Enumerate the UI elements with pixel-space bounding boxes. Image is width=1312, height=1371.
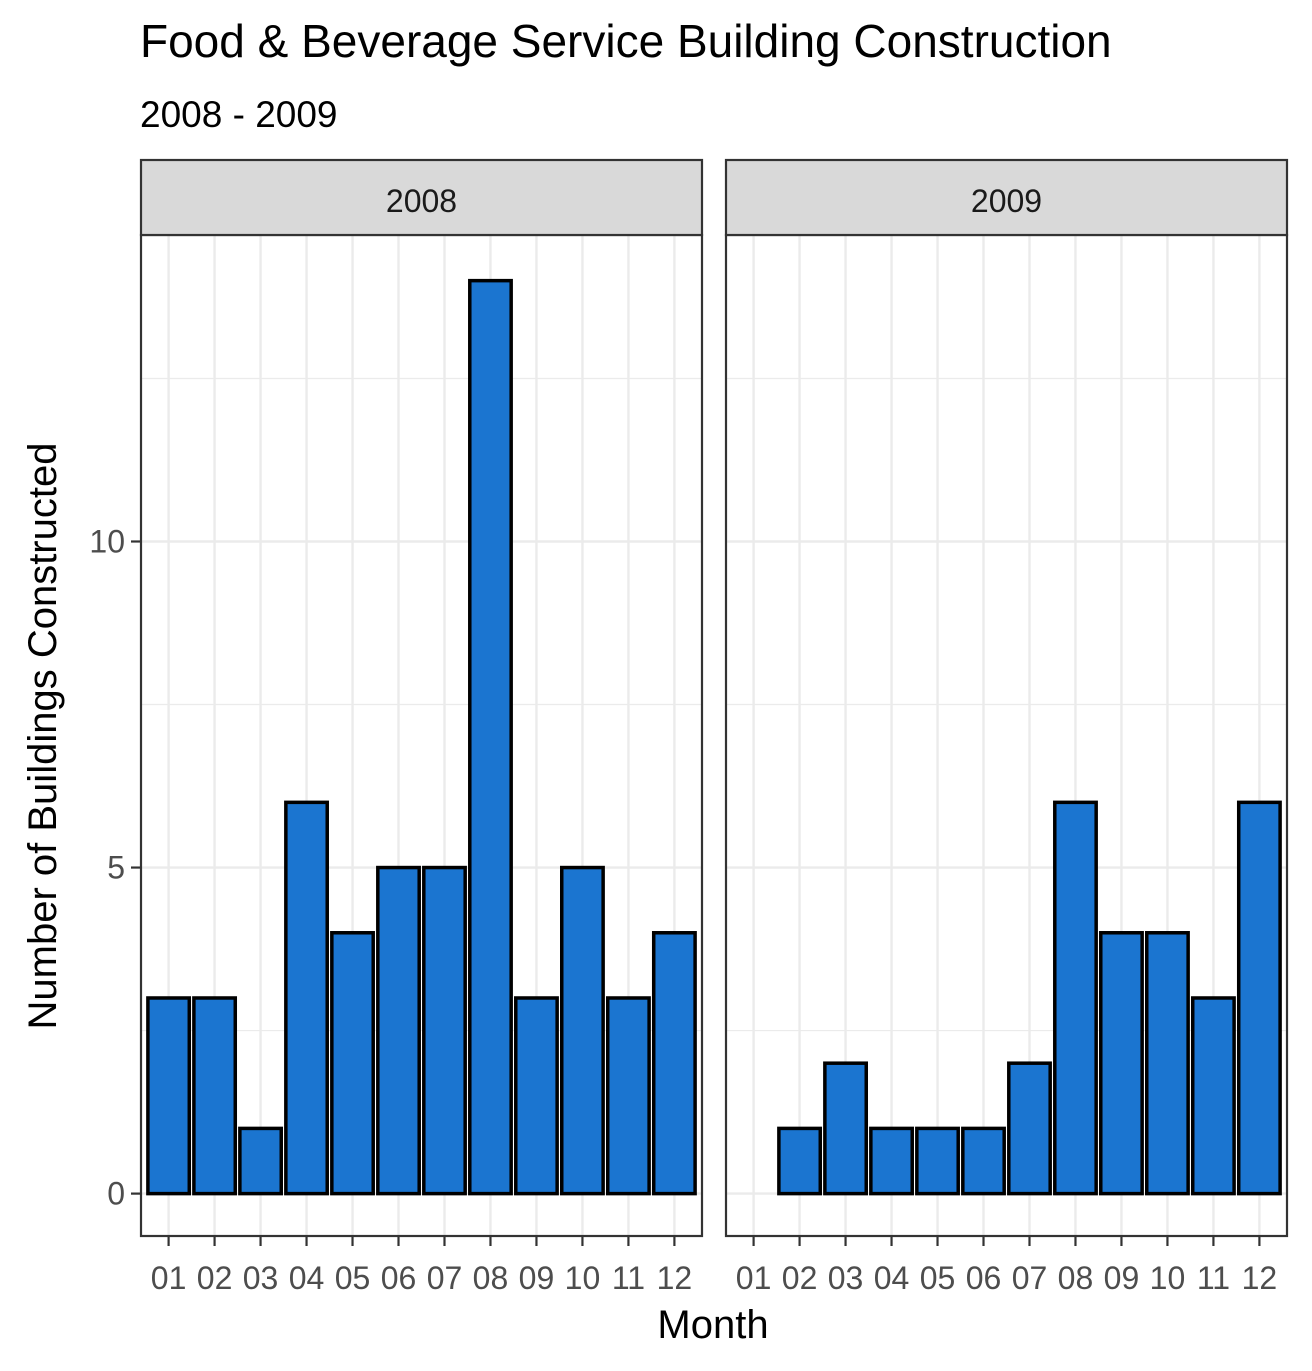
x-tick-label: 09 [519,1260,555,1296]
bar [1099,931,1144,1196]
x-tick-label: 04 [289,1260,325,1296]
bar [146,996,192,1196]
chart-subtitle: 2008 - 2009 [140,94,338,135]
facet-strip-label: 2009 [971,183,1042,219]
facet-strip [139,158,704,237]
bar [514,996,559,1196]
x-tick-label: 08 [1058,1260,1094,1296]
x-tick-label: 04 [874,1260,910,1296]
bar [376,865,421,1196]
bar [1236,800,1282,1196]
bar [422,865,467,1196]
bar [192,996,238,1196]
bar [651,931,697,1196]
x-tick-label: 12 [657,1260,693,1296]
bar [1145,931,1190,1196]
x-tick-label: 02 [782,1260,818,1296]
x-tick-label: 03 [828,1260,864,1296]
bar [1190,996,1236,1196]
facet-strip [724,158,1289,237]
bar [961,1126,1006,1196]
x-tick-label: 07 [427,1260,463,1296]
x-tick-label: 05 [335,1260,371,1296]
bar [869,1126,914,1196]
bar [560,865,605,1196]
x-tick-label: 07 [1012,1260,1048,1296]
bar [330,931,375,1196]
x-tick-label: 10 [1150,1260,1186,1296]
x-tick-label: 12 [1242,1260,1278,1296]
bar [238,1126,284,1196]
bar [1007,1061,1052,1196]
chart-title: Food & Beverage Service Building Constru… [140,15,1112,67]
x-tick-label: 06 [381,1260,417,1296]
x-tick-label: 11 [1197,1260,1230,1296]
x-tick-label: 08 [473,1260,509,1296]
x-axis-label: Month [657,1303,768,1347]
y-axis-label: Number of Buildings Constructed [21,443,65,1030]
bar [823,1061,868,1196]
y-tick-label: 0 [107,1176,125,1212]
bar [1053,800,1098,1196]
x-tick-label: 11 [612,1260,645,1296]
y-tick-label: 10 [89,523,125,559]
x-tick-label: 06 [966,1260,1002,1296]
x-tick-label: 10 [565,1260,601,1296]
x-tick-label: 01 [736,1260,772,1296]
facet-strip-label: 2008 [386,183,457,219]
bar [777,1126,823,1196]
x-tick-label: 02 [197,1260,233,1296]
y-tick-label: 5 [107,850,125,886]
x-tick-label: 05 [920,1260,956,1296]
bar [284,800,329,1196]
bar [915,1126,960,1196]
bar [605,996,651,1196]
x-tick-label: 03 [243,1260,279,1296]
x-tick-label: 01 [151,1260,187,1296]
x-tick-label: 09 [1104,1260,1140,1296]
bar [468,278,513,1196]
